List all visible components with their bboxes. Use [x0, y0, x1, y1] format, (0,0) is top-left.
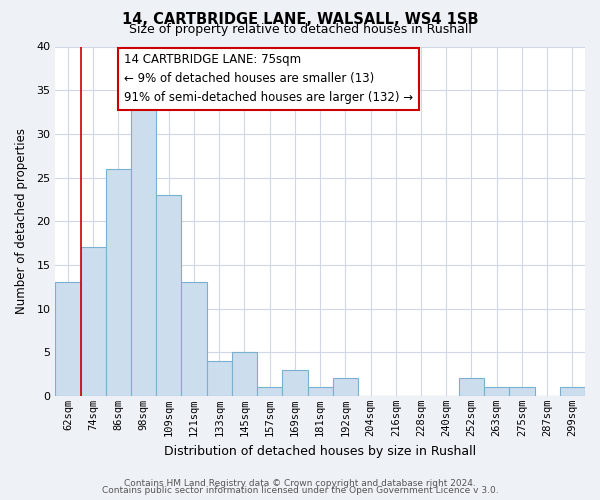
Bar: [283, 370, 308, 396]
Bar: [484, 387, 509, 396]
Bar: [509, 387, 535, 396]
Text: Size of property relative to detached houses in Rushall: Size of property relative to detached ho…: [128, 22, 472, 36]
Bar: [206, 361, 232, 396]
Bar: [257, 387, 283, 396]
Bar: [131, 108, 156, 396]
X-axis label: Distribution of detached houses by size in Rushall: Distribution of detached houses by size …: [164, 444, 476, 458]
Bar: [55, 282, 80, 396]
Bar: [181, 282, 206, 396]
Bar: [459, 378, 484, 396]
Y-axis label: Number of detached properties: Number of detached properties: [15, 128, 28, 314]
Text: 14, CARTBRIDGE LANE, WALSALL, WS4 1SB: 14, CARTBRIDGE LANE, WALSALL, WS4 1SB: [122, 12, 478, 28]
Bar: [156, 195, 181, 396]
Text: Contains public sector information licensed under the Open Government Licence v : Contains public sector information licen…: [101, 486, 499, 495]
Text: Contains HM Land Registry data © Crown copyright and database right 2024.: Contains HM Land Registry data © Crown c…: [124, 478, 476, 488]
Bar: [106, 169, 131, 396]
Bar: [308, 387, 333, 396]
Bar: [560, 387, 585, 396]
Bar: [232, 352, 257, 396]
Text: 14 CARTBRIDGE LANE: 75sqm
← 9% of detached houses are smaller (13)
91% of semi-d: 14 CARTBRIDGE LANE: 75sqm ← 9% of detach…: [124, 54, 413, 104]
Bar: [333, 378, 358, 396]
Bar: [80, 248, 106, 396]
